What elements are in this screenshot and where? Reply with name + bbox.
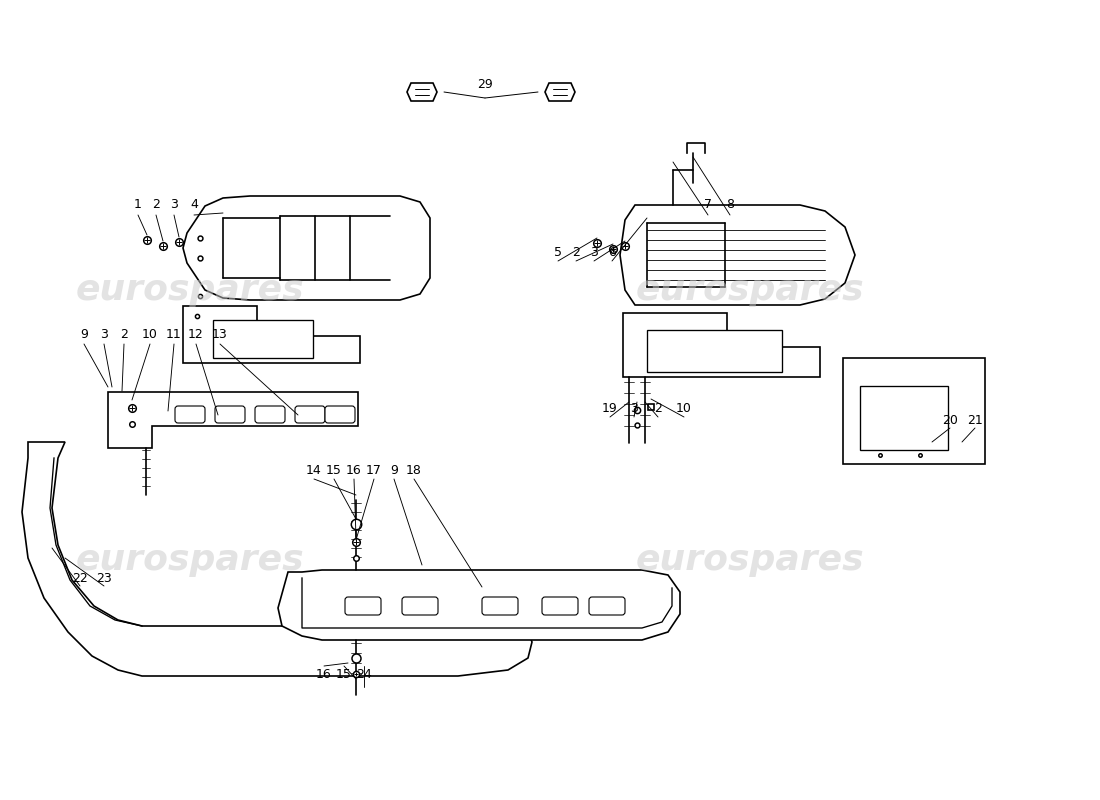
- Text: 9: 9: [80, 329, 88, 342]
- FancyBboxPatch shape: [255, 406, 285, 423]
- Text: 12: 12: [188, 329, 204, 342]
- Text: eurospares: eurospares: [636, 273, 865, 307]
- Text: 1: 1: [134, 198, 142, 211]
- FancyBboxPatch shape: [542, 597, 578, 615]
- Text: eurospares: eurospares: [636, 543, 865, 577]
- Polygon shape: [544, 83, 575, 101]
- Text: 18: 18: [406, 463, 422, 477]
- Text: 19: 19: [602, 402, 618, 414]
- Text: 2: 2: [654, 402, 662, 414]
- Text: 9: 9: [390, 463, 398, 477]
- Text: 22: 22: [73, 571, 88, 585]
- Text: 14: 14: [306, 463, 322, 477]
- Text: 15: 15: [326, 463, 342, 477]
- Text: 7: 7: [704, 198, 712, 211]
- Text: 10: 10: [676, 402, 692, 414]
- Text: 10: 10: [142, 329, 158, 342]
- Text: 29: 29: [477, 78, 493, 91]
- FancyBboxPatch shape: [324, 406, 355, 423]
- Text: 3: 3: [590, 246, 598, 258]
- Polygon shape: [22, 442, 532, 676]
- Text: 2: 2: [120, 329, 128, 342]
- FancyBboxPatch shape: [843, 358, 984, 464]
- Text: 16: 16: [316, 669, 332, 682]
- Text: 3: 3: [630, 402, 638, 414]
- Text: 16: 16: [346, 463, 362, 477]
- FancyBboxPatch shape: [588, 597, 625, 615]
- FancyBboxPatch shape: [175, 406, 205, 423]
- Polygon shape: [183, 196, 430, 300]
- Polygon shape: [278, 570, 680, 640]
- FancyBboxPatch shape: [345, 597, 381, 615]
- Text: 3: 3: [100, 329, 108, 342]
- Text: 13: 13: [212, 329, 228, 342]
- Text: 2: 2: [572, 246, 580, 258]
- FancyBboxPatch shape: [214, 406, 245, 423]
- Text: 17: 17: [366, 463, 382, 477]
- Polygon shape: [108, 392, 358, 448]
- Text: 2: 2: [152, 198, 160, 211]
- FancyBboxPatch shape: [213, 320, 314, 358]
- Text: 21: 21: [967, 414, 983, 426]
- Text: 8: 8: [726, 198, 734, 211]
- FancyBboxPatch shape: [402, 597, 438, 615]
- Text: eurospares: eurospares: [76, 543, 305, 577]
- Text: 15: 15: [337, 669, 352, 682]
- Polygon shape: [620, 205, 855, 305]
- Text: 20: 20: [942, 414, 958, 426]
- Text: eurospares: eurospares: [76, 273, 305, 307]
- FancyBboxPatch shape: [482, 597, 518, 615]
- Text: 6: 6: [608, 246, 616, 258]
- Text: 5: 5: [554, 246, 562, 258]
- FancyBboxPatch shape: [295, 406, 324, 423]
- Polygon shape: [407, 83, 437, 101]
- Text: 4: 4: [190, 198, 198, 211]
- FancyBboxPatch shape: [647, 330, 782, 372]
- Polygon shape: [183, 306, 360, 363]
- Text: 24: 24: [356, 669, 372, 682]
- Text: 3: 3: [170, 198, 178, 211]
- Text: 11: 11: [166, 329, 182, 342]
- Polygon shape: [623, 313, 820, 377]
- Text: 23: 23: [96, 571, 112, 585]
- FancyBboxPatch shape: [860, 386, 948, 450]
